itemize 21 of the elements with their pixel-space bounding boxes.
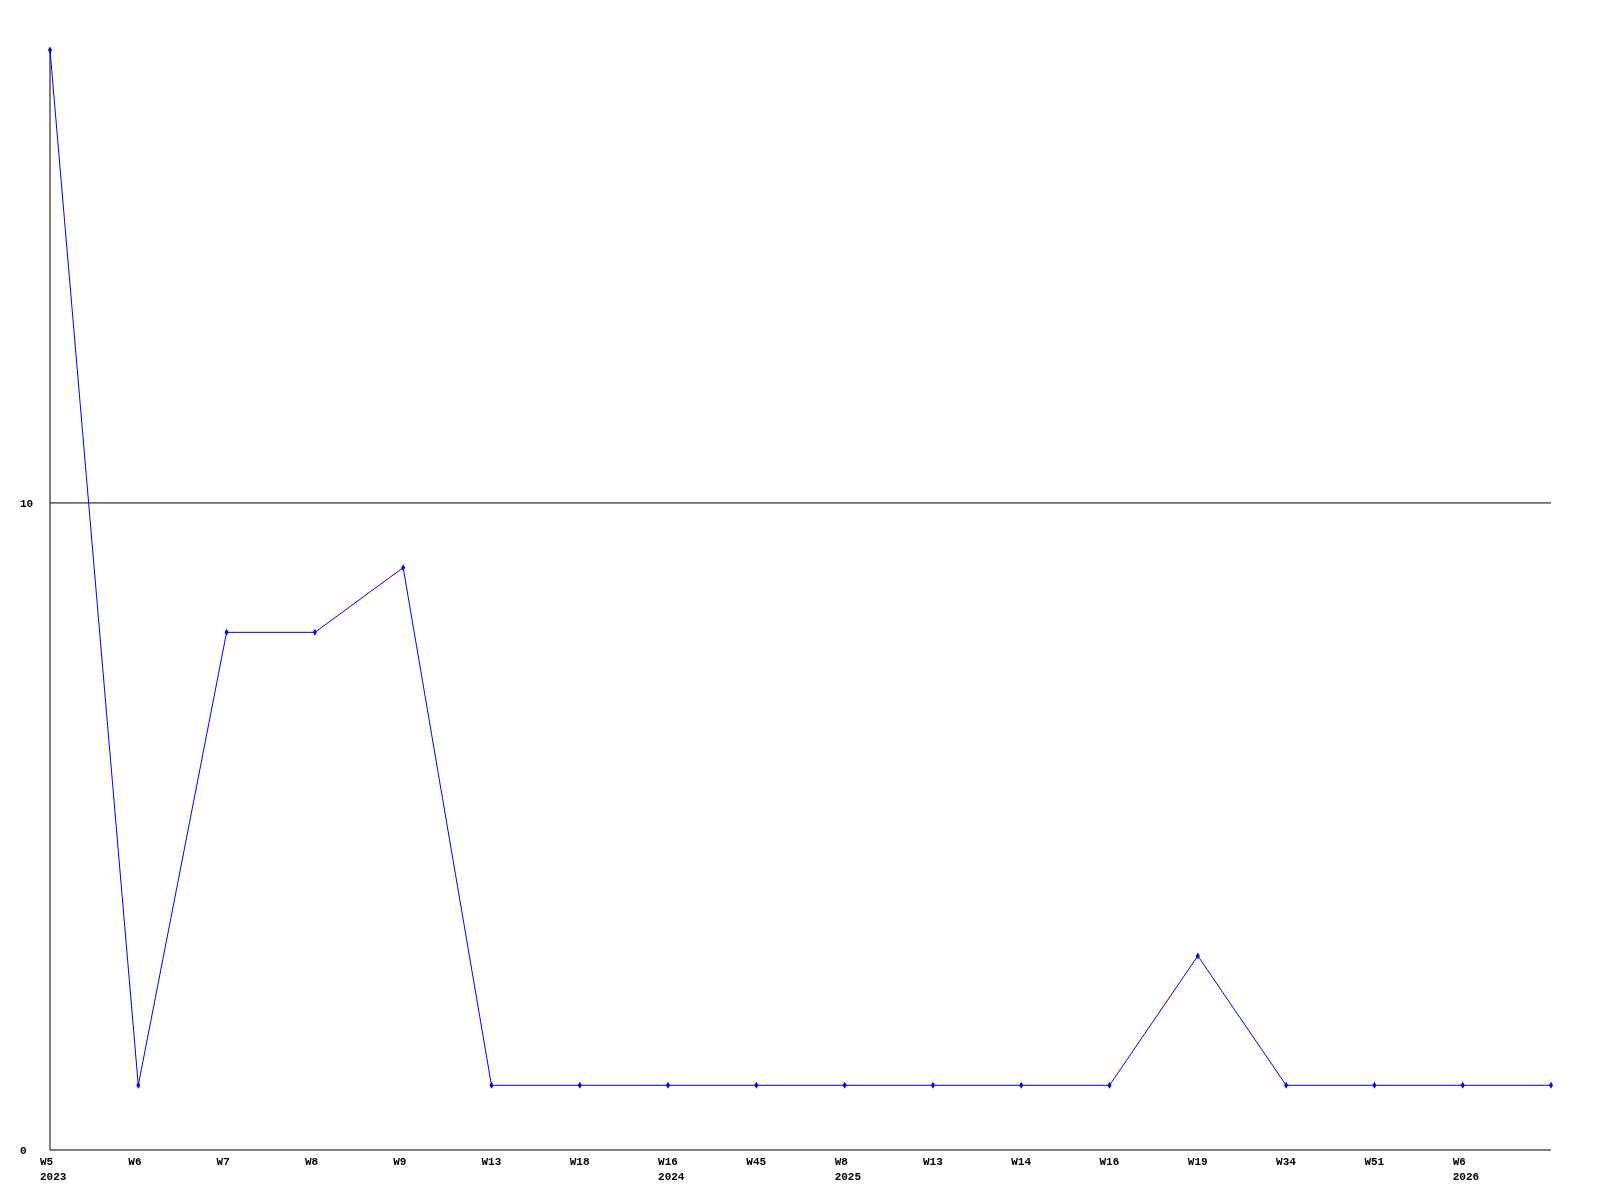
x-tick-label: W19 bbox=[1187, 1156, 1208, 1168]
x-tick-label: W14 bbox=[1011, 1156, 1032, 1168]
x-tick-label: W8 2025 bbox=[834, 1156, 862, 1183]
point bbox=[1548, 1081, 1554, 1089]
x-tick-label: W16 bbox=[1099, 1156, 1120, 1168]
x-tick-label: W9 bbox=[393, 1156, 407, 1168]
x-tick-label: W13 bbox=[481, 1156, 502, 1168]
x-tick-label: W13 bbox=[922, 1156, 944, 1168]
x-tick-label: W8 bbox=[304, 1156, 319, 1168]
x-tick-label: W34 bbox=[1276, 1156, 1297, 1168]
y-tick-label: 0 bbox=[20, 1145, 27, 1157]
x-tick-label: W7 bbox=[216, 1156, 230, 1168]
x-tick-label: W5 2023 bbox=[40, 1156, 67, 1183]
x-tick-label: W51 bbox=[1364, 1156, 1385, 1168]
x-tick-label: W45 bbox=[746, 1156, 767, 1168]
x-tick-label: W6 2026 bbox=[1452, 1156, 1480, 1183]
point bbox=[47, 46, 53, 54]
x-tick-label: W16 2024 bbox=[658, 1156, 685, 1183]
x-tick-label: W6 bbox=[128, 1156, 142, 1168]
x-tick-label: W18 bbox=[569, 1156, 590, 1168]
y-tick-label: 10 bbox=[20, 497, 34, 510]
